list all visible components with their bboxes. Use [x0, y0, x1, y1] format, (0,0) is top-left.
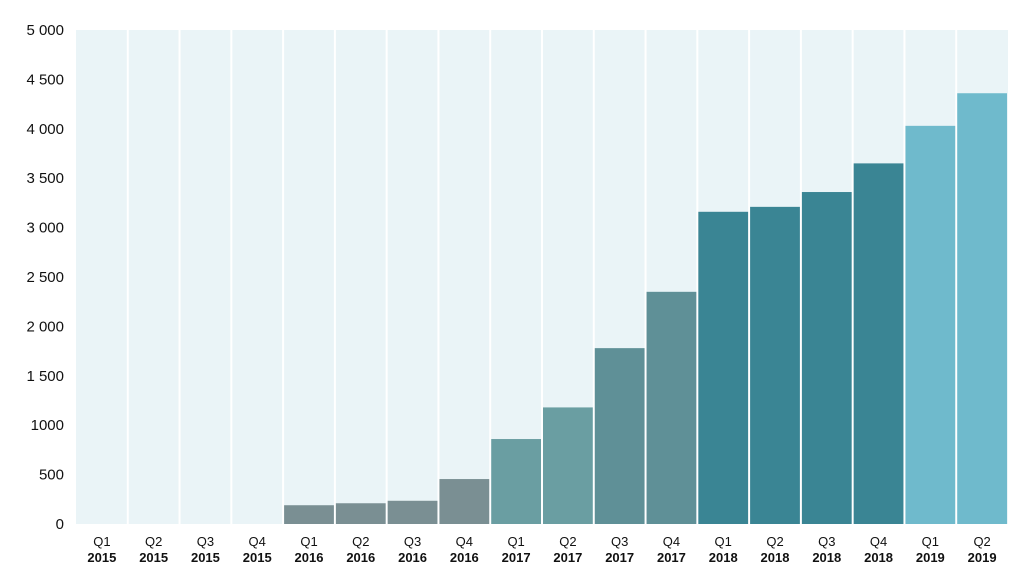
y-axis-tick-labels: 0 500 1000 1 500 2 000 2 500 3 000 3 500 4 000 4 …: [26, 22, 64, 533]
x-axis-tick-labels: Q12015Q22015Q32015Q42015Q12016Q22016Q320…: [87, 534, 996, 565]
x-tick-label-quarter: Q4: [456, 534, 473, 549]
x-tick-label-quarter: Q2: [352, 534, 369, 549]
bar-q3-2018: [801, 192, 852, 525]
bar-q3-2016: [387, 500, 438, 524]
x-tick-label-quarter: Q2: [559, 534, 576, 549]
x-tick-label-quarter: Q2: [973, 534, 990, 549]
bar-q2-2019: [957, 93, 1007, 525]
x-tick-label-quarter: Q2: [766, 534, 783, 549]
x-tick-label-quarter: Q4: [249, 534, 266, 549]
bar-q2-2016: [335, 503, 386, 524]
y-tick-label: 2 000: [26, 318, 64, 335]
x-tick-label-year: 2019: [968, 550, 997, 565]
x-tick-label-year: 2016: [398, 550, 427, 565]
x-tick-label-year: 2017: [605, 550, 634, 565]
x-tick-label-year: 2018: [709, 550, 738, 565]
bar-q4-2018: [853, 163, 904, 524]
x-tick-label-year: 2018: [812, 550, 841, 565]
x-tick-label-quarter: Q3: [404, 534, 421, 549]
x-tick-label-quarter: Q3: [197, 534, 214, 549]
x-tick-label-year: 2016: [346, 550, 375, 565]
y-tick-label: 3 000: [26, 220, 64, 237]
x-tick-label-quarter: Q2: [145, 534, 162, 549]
bar-q2-2017: [543, 407, 593, 524]
x-tick-label-year: 2015: [87, 550, 116, 565]
bar-q1-2018: [698, 211, 749, 525]
x-tick-label-quarter: Q1: [507, 534, 524, 549]
x-tick-label-year: 2015: [139, 550, 168, 565]
bar-q4-2017: [646, 291, 697, 524]
y-tick-label: 5 000: [26, 22, 64, 39]
x-tick-label-year: 2015: [191, 550, 220, 565]
x-tick-label-year: 2015: [243, 550, 272, 565]
x-tick-label-quarter: Q1: [300, 534, 317, 549]
x-tick-label-year: 2017: [657, 550, 686, 565]
bar-q4-2016: [439, 479, 490, 524]
bar-q1-2019: [905, 125, 956, 524]
x-tick-label-year: 2018: [761, 550, 790, 565]
x-tick-label-quarter: Q3: [611, 534, 628, 549]
bar-q1-2016: [284, 505, 334, 524]
y-tick-label: 1000: [31, 417, 64, 434]
bar-q1-2017: [491, 439, 541, 524]
x-tick-label-quarter: Q4: [870, 534, 887, 549]
x-tick-label-quarter: Q4: [663, 534, 680, 549]
bar-q2-2018: [750, 206, 800, 525]
y-tick-label: 3 500: [26, 170, 64, 187]
bar-q3-2017: [594, 348, 645, 524]
column-divider-layer: [126, 30, 958, 524]
x-tick-label-year: 2017: [553, 550, 582, 565]
x-tick-label-quarter: Q3: [818, 534, 835, 549]
x-tick-label-quarter: Q1: [715, 534, 732, 549]
y-tick-label: 4 000: [26, 121, 64, 138]
x-tick-label-year: 2017: [502, 550, 531, 565]
x-tick-label-quarter: Q1: [93, 534, 110, 549]
x-tick-label-year: 2016: [295, 550, 324, 565]
y-tick-label: 1 500: [26, 368, 64, 385]
x-tick-label-year: 2016: [450, 550, 479, 565]
y-tick-label: 0: [56, 516, 64, 533]
x-tick-label-year: 2019: [916, 550, 945, 565]
bar-layer: [284, 93, 1007, 525]
x-tick-label-year: 2018: [864, 550, 893, 565]
y-tick-label: 2 500: [26, 269, 64, 286]
x-tick-label-quarter: Q1: [922, 534, 939, 549]
y-tick-label: 500: [39, 467, 64, 484]
y-tick-label: 4 500: [26, 71, 64, 88]
